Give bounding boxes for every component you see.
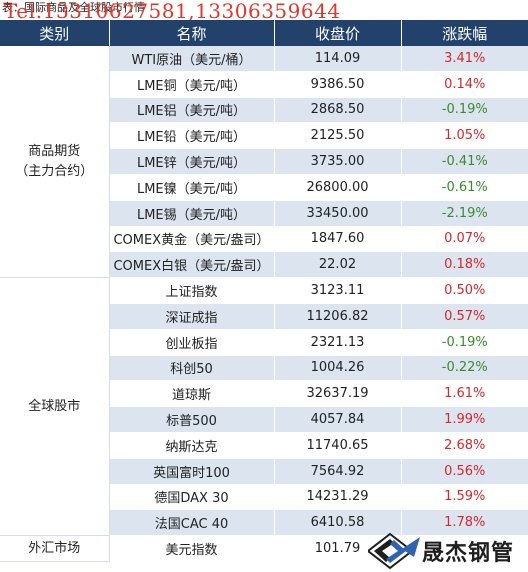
table-header-row: 类别 名称 收盘价 涨跌幅: [0, 20, 528, 46]
table-row: 德国DAX 30 14231.29 1.59%: [0, 484, 528, 511]
instrument-name: 创业板指: [109, 329, 275, 356]
category-label: 全球股市: [28, 398, 81, 414]
close-price: 7564.92: [274, 458, 402, 485]
change-percent: 0.18%: [401, 251, 528, 279]
change-percent: 1.05%: [401, 122, 528, 150]
close-price: 2321.13: [274, 329, 402, 356]
category-cell: 商品期货 （主力合约）: [0, 46, 110, 279]
instrument-name: 美元指数: [109, 535, 275, 562]
category-label: 商品期货 （主力合约）: [15, 143, 94, 179]
instrument-name: 深证成指: [109, 303, 275, 330]
change-percent: -0.41%: [401, 148, 528, 175]
close-price: 11206.82: [274, 303, 402, 330]
instrument-name: 道琼斯: [109, 380, 275, 408]
table-row: 英国富时100 7564.92 0.56%: [0, 458, 528, 485]
table-row: 科创50 1004.26 -0.22%: [0, 355, 528, 382]
table-row: 深证成指 11206.82 0.57%: [0, 303, 528, 330]
table-row: LME铜（美元/吨） 9386.50 0.14%: [0, 71, 528, 98]
instrument-name: 纳斯达克: [109, 432, 275, 459]
change-percent: -0.22%: [401, 355, 528, 382]
column-header-name: 名称: [109, 20, 275, 46]
instrument-name: WTI原油（美元/桶）: [109, 46, 275, 72]
brand-logo: 晟杰钢管: [368, 530, 528, 572]
change-percent: 1.78%: [401, 509, 528, 537]
close-price: 1004.26: [274, 355, 402, 382]
change-percent: 0.07%: [401, 226, 528, 253]
table-row: COMEX白银（美元/盎司） 22.02 0.18%: [0, 251, 528, 279]
instrument-name: LME镍（美元/吨）: [109, 174, 275, 201]
close-price: 2868.50: [274, 97, 402, 124]
table-row: 商品期货 （主力合约） WTI原油（美元/桶） 114.09 3.41%: [0, 46, 528, 279]
close-price: 11740.65: [274, 432, 402, 459]
close-price: 4057.84: [274, 406, 402, 433]
close-price: 114.09: [274, 46, 402, 72]
category-cell: 外汇市场: [0, 535, 110, 562]
change-percent: 0.57%: [401, 303, 528, 330]
close-price: 9386.50: [274, 71, 402, 98]
table-row: LME镍（美元/吨） 26800.00 -0.61%: [0, 174, 528, 201]
close-price: 2125.50: [274, 122, 402, 150]
phone-watermark: Tel:13310627581,13306359644: [4, 0, 341, 23]
close-price: 32637.19: [274, 380, 402, 408]
table-row: LME铝（美元/吨） 2868.50 -0.19%: [0, 97, 528, 124]
table-row: 纳斯达克 11740.65 2.68%: [0, 432, 528, 459]
instrument-name: 上证指数: [109, 277, 275, 304]
instrument-name: 法国CAC 40: [109, 509, 275, 537]
change-percent: -0.19%: [401, 329, 528, 356]
close-price: 33450.00: [274, 200, 402, 227]
instrument-name: 科创50: [109, 355, 275, 382]
instrument-name: COMEX白银（美元/盎司）: [109, 251, 275, 279]
change-percent: 2.68%: [401, 432, 528, 459]
table-row: LME铅（美元/吨） 2125.50 1.05%: [0, 122, 528, 150]
close-price: 22.02: [274, 251, 402, 279]
change-percent: [401, 535, 528, 562]
change-percent: -0.61%: [401, 174, 528, 201]
instrument-name: LME铝（美元/吨）: [109, 97, 275, 124]
instrument-name: LME锌（美元/吨）: [109, 148, 275, 175]
close-price: 14231.29: [274, 484, 402, 511]
instrument-name: 标普500: [109, 406, 275, 433]
diamond-arrows-logo-icon: [368, 532, 420, 570]
column-header-change: 涨跌幅: [401, 20, 528, 46]
change-percent: 0.14%: [401, 71, 528, 98]
change-percent: -0.19%: [401, 97, 528, 124]
instrument-name: 英国富时100: [109, 458, 275, 485]
table-caption: 表：国际商品及全球股市行情: [2, 1, 145, 14]
close-price: 6410.58: [274, 509, 402, 537]
table-row: 标普500 4057.84 1.99%: [0, 406, 528, 433]
column-header-category: 类别: [0, 20, 110, 46]
category-label: 外汇市场: [28, 540, 81, 556]
close-price: 3735.00: [274, 148, 402, 175]
instrument-name: LME铅（美元/吨）: [109, 122, 275, 150]
table-row: LME锌（美元/吨） 3735.00 -0.41%: [0, 148, 528, 175]
change-percent: -2.19%: [401, 200, 528, 227]
instrument-name: COMEX黄金（美元/盎司）: [109, 226, 275, 253]
category-cell: 全球股市: [0, 277, 110, 537]
change-percent: 3.41%: [401, 46, 528, 72]
table-row: 法国CAC 40 6410.58 1.78%: [0, 509, 528, 537]
close-price: 1847.60: [274, 226, 402, 253]
instrument-name: 德国DAX 30: [109, 484, 275, 511]
change-percent: 1.99%: [401, 406, 528, 433]
column-header-close: 收盘价: [274, 20, 402, 46]
close-price: 3123.11: [274, 277, 402, 304]
table-row: LME锡（美元/吨） 33450.00 -2.19%: [0, 200, 528, 227]
change-percent: 1.59%: [401, 484, 528, 511]
table-row: 全球股市 上证指数 3123.11 0.50%: [0, 277, 528, 537]
table-body: 商品期货 （主力合约） WTI原油（美元/桶） 114.09 3.41% LME铜（美元…: [0, 46, 528, 562]
table-row: COMEX黄金（美元/盎司） 1847.60 0.07%: [0, 226, 528, 253]
change-percent: 0.56%: [401, 458, 528, 485]
instrument-name: LME锡（美元/吨）: [109, 200, 275, 227]
market-table: 类别 名称 收盘价 涨跌幅 商品期货 （主力合约） WTI原油（美元/桶） 114.…: [0, 20, 528, 562]
table-row: 道琼斯 32637.19 1.61%: [0, 380, 528, 408]
instrument-name: LME铜（美元/吨）: [109, 71, 275, 98]
brand-name: 晟杰钢管: [422, 541, 515, 566]
close-price: 26800.00: [274, 174, 402, 201]
change-percent: 1.61%: [401, 380, 528, 408]
change-percent: 0.50%: [401, 277, 528, 304]
table-row: 创业板指 2321.13 -0.19%: [0, 329, 528, 356]
